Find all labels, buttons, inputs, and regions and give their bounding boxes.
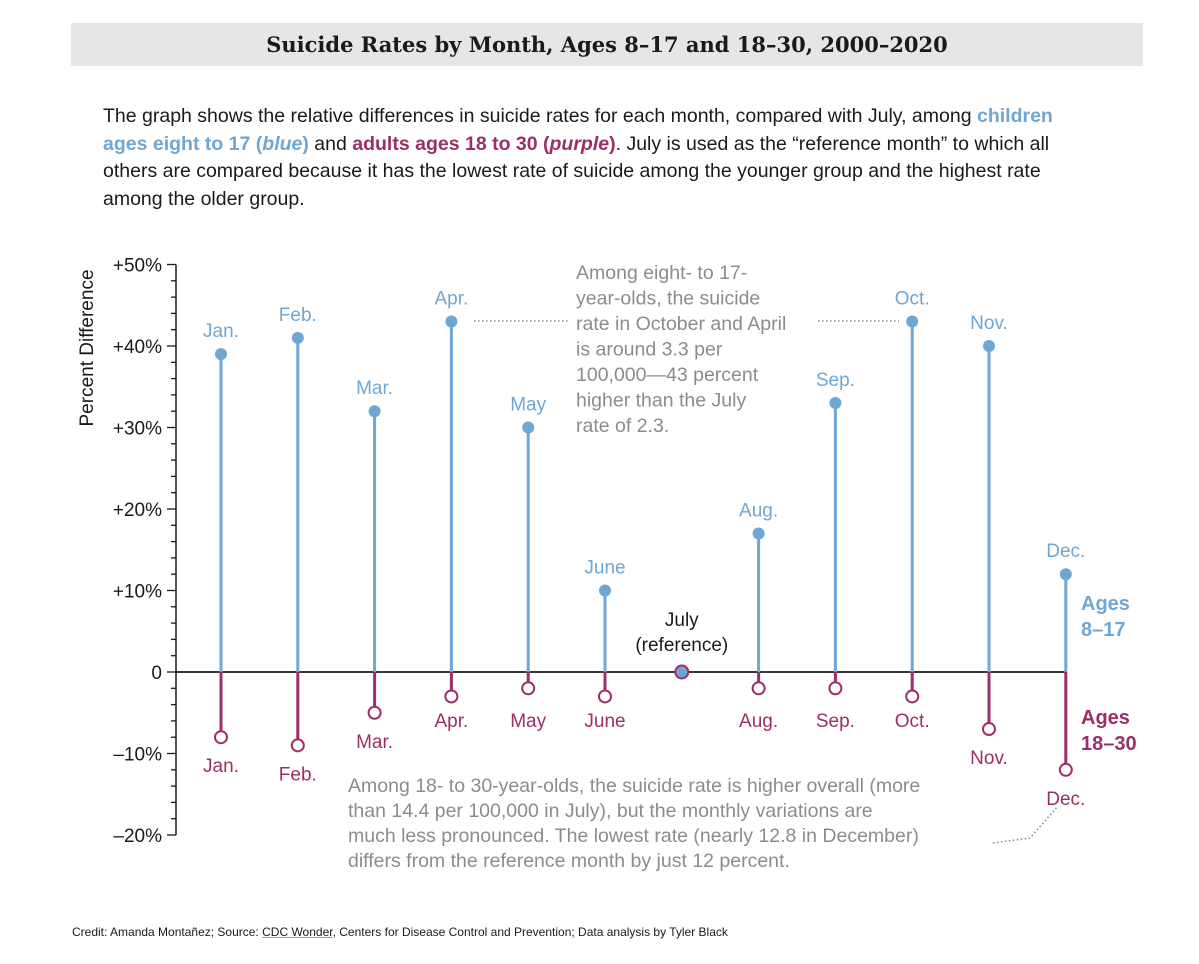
reference-label-line1: July [665, 610, 699, 631]
purple-point [982, 722, 996, 737]
lollipop-chart: +50% +40% +30% +20% +10% 0 –10% –20% Percent Dif… [77, 256, 1137, 873]
annotation-1-line: Among eight- to 17- [576, 262, 747, 284]
annotation-2-line: differs from the reference month by just… [348, 850, 790, 872]
purple-month-label: Oct. [895, 711, 930, 732]
intro-purple-a: adults ages 18 to 30 ( [352, 132, 550, 155]
intro-blue-group: children ages eight to 17 (blue) [103, 105, 1053, 155]
series-label-ages-18-30-line2: 18–30 [1081, 733, 1137, 755]
purple-point [367, 705, 382, 720]
intro-purple-b: purple [549, 132, 610, 155]
annotation-1-line: higher than the July [576, 390, 746, 412]
reference-point [674, 664, 690, 680]
intro-text-2: and [308, 132, 353, 155]
blue-point [522, 421, 535, 434]
purple-point [290, 738, 305, 753]
blue-point [368, 405, 381, 418]
intro-blue-a: children ages eight to 17 ( [103, 105, 1053, 155]
y-axis-title: Percent Difference [77, 269, 98, 426]
purple-point [1058, 762, 1073, 777]
intro-paragraph: The graph shows the relative differences… [103, 103, 1093, 213]
credit-suffix: , Centers for Disease Control and Preven… [332, 925, 728, 939]
purple-point [598, 689, 612, 704]
purple-month-label: Mar. [356, 732, 393, 753]
intro-blue-c: ) [302, 132, 309, 155]
blue-point [215, 348, 227, 361]
blue-month-label: Sep. [816, 370, 855, 391]
purple-month-label: Sep. [816, 711, 855, 732]
annotation-2-line: Among 18- to 30-year-olds, the suicide r… [348, 775, 920, 797]
annotation-2-leader [992, 805, 1059, 844]
blue-month-label: Oct. [895, 289, 930, 310]
blue-point [291, 331, 304, 344]
blue-month-label: Aug. [739, 500, 778, 521]
purple-month-label: Jan. [203, 756, 239, 777]
blue-month-label: Jan. [203, 321, 239, 342]
reference-label-line2: (reference) [635, 635, 728, 656]
chart-title: Suicide Rates by Month, Ages 8–17 and 18… [266, 32, 948, 57]
purple-month-label: Apr. [434, 711, 468, 732]
purple-month-label: Aug. [739, 711, 778, 732]
blue-month-label: May [510, 395, 546, 416]
blue-point [752, 527, 765, 540]
blue-month-label: June [584, 558, 625, 579]
annotation-1-line: is around 3.3 per [576, 339, 723, 361]
blue-point [1059, 568, 1072, 581]
y-tick-label: +10% [113, 582, 162, 603]
blue-point [983, 340, 995, 352]
purple-month-label: May [510, 711, 546, 732]
blue-month-label: Mar. [356, 378, 393, 399]
purple-point [905, 689, 920, 704]
annotation-1-line: 100,000—43 percent [576, 364, 759, 386]
blue-month-label: Feb. [279, 305, 317, 326]
credit-prefix: Credit: Amanda Montañez; Source: [72, 925, 263, 939]
annotation-1-line: rate in October and April [576, 313, 786, 335]
purple-month-label: Dec. [1046, 789, 1085, 810]
y-tick-label: –10% [113, 745, 162, 766]
purple-point [828, 681, 843, 696]
intro-blue-b: blue [262, 132, 303, 155]
y-tick-label: +20% [113, 500, 162, 521]
annotation-1-line: rate of 2.3. [576, 415, 669, 437]
intro-text-3: . July is used as the “reference month” … [103, 132, 1050, 210]
blue-month-label: Nov. [970, 313, 1008, 334]
y-tick-label: +50% [113, 256, 162, 277]
blue-point [829, 397, 842, 410]
blue-point [445, 315, 458, 328]
purple-point [214, 730, 228, 745]
purple-month-label: June [584, 711, 625, 732]
series-label-ages-8-17-line1: Ages [1081, 593, 1130, 615]
title-bar: Suicide Rates by Month, Ages 8–17 and 18… [71, 23, 1143, 66]
annotation-2-line: much less pronounced. The lowest rate (n… [348, 825, 919, 847]
series-label-ages-18-30-line1: Ages [1081, 707, 1130, 729]
intro-text-1: The graph shows the relative differences… [103, 105, 977, 127]
intro-purple-c: ) [609, 132, 616, 155]
annotation-2-line: than 14.4 per 100,000 in July), but the … [348, 800, 873, 822]
intro-purple-group: adults ages 18 to 30 (purple) [352, 133, 615, 155]
y-tick-label: +40% [113, 337, 162, 358]
purple-point [444, 689, 459, 704]
purple-point [521, 681, 536, 696]
blue-point [599, 584, 611, 597]
annotation-1-line: year-olds, the suicide [576, 288, 760, 310]
credit-source-link[interactable]: CDC Wonder [262, 925, 333, 939]
y-tick-label: 0 [151, 663, 162, 684]
purple-point [751, 681, 766, 696]
y-tick-label: +30% [113, 419, 162, 440]
blue-point [906, 315, 919, 328]
blue-month-label: Apr. [434, 289, 468, 310]
y-tick-label: –20% [113, 826, 162, 847]
credit-line: Credit: Amanda Montañez; Source: CDC Won… [72, 925, 728, 939]
purple-month-label: Nov. [970, 748, 1008, 769]
blue-month-label: Dec. [1046, 541, 1085, 562]
purple-month-label: Feb. [279, 764, 317, 785]
series-label-ages-8-17-line2: 8–17 [1081, 619, 1126, 641]
